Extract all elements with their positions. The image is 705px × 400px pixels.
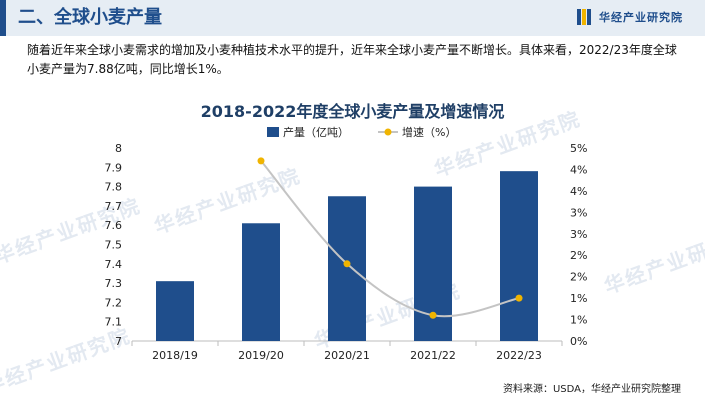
chart-legend: 产量（亿吨） 增速（%）: [267, 125, 456, 139]
section-header: 二、全球小麦产量 华经产业研究院: [0, 0, 705, 36]
brand-logo-icon: [577, 9, 591, 25]
legend-bar-swatch: [267, 127, 279, 137]
growth-point: [257, 157, 265, 165]
x-tick-label: 2019/20: [238, 349, 284, 362]
bar: [156, 281, 194, 341]
growth-point: [429, 311, 437, 319]
y-left-tick-label: 7.2: [105, 296, 123, 309]
growth-line: [260, 160, 520, 318]
y-left-tick-label: 7.4: [105, 258, 123, 271]
x-tick-label: 2020/21: [324, 349, 370, 362]
y-right-tick-label: 3%: [570, 206, 587, 219]
intro-paragraph: 随着近年来全球小麦需求的增加及小麦种植技术水平的提升，近年来全球小麦产量不断增长…: [27, 43, 677, 76]
y-right-tick-label: 2%: [570, 271, 587, 284]
y-left-tick-label: 7.9: [105, 161, 123, 174]
y-right-tick-label: 3%: [570, 228, 587, 241]
growth-point: [343, 260, 351, 268]
y-right-tick-label: 4%: [570, 163, 587, 176]
chart-title: 2018-2022年度全球小麦产量及增速情况: [200, 102, 505, 121]
header-accent-bar: [0, 0, 6, 36]
legend-line-label: 增速（%）: [402, 125, 456, 139]
bar: [500, 171, 538, 341]
y-left-tick-label: 7: [115, 335, 122, 348]
y-right-tick-label: 4%: [570, 185, 587, 198]
bar: [242, 223, 280, 341]
y-left-tick-label: 7.7: [105, 200, 123, 213]
y-left-tick-label: 8: [115, 142, 122, 155]
source-note: 资料来源：USDA，华经产业研究院整理: [502, 384, 681, 395]
bar: [328, 196, 366, 341]
section-title: 二、全球小麦产量: [18, 7, 162, 28]
x-tick-label: 2018/19: [152, 349, 198, 362]
y-right-tick-label: 1%: [570, 314, 587, 327]
x-tick-label: 2021/22: [410, 349, 456, 362]
brand-name: 华经产业研究院: [599, 11, 683, 24]
y-right-tick-label: 0%: [570, 335, 587, 348]
y-left-tick-label: 7.6: [105, 219, 123, 232]
y-left-tick-label: 7.8: [105, 181, 123, 194]
y-right-tick-label: 2%: [570, 249, 587, 262]
y-right-tick-label: 5%: [570, 142, 587, 155]
legend-line-marker: [384, 128, 392, 136]
legend-bar-label: 产量（亿吨）: [283, 125, 349, 139]
brand-logo: 华经产业研究院: [577, 9, 683, 25]
y-left-tick-label: 7.5: [105, 239, 123, 252]
y-left-tick-label: 7.3: [105, 277, 123, 290]
x-tick-label: 2022/23: [496, 349, 542, 362]
y-right-tick-label: 1%: [570, 292, 587, 305]
y-left-tick-label: 7.1: [105, 316, 123, 329]
growth-point: [515, 294, 523, 302]
